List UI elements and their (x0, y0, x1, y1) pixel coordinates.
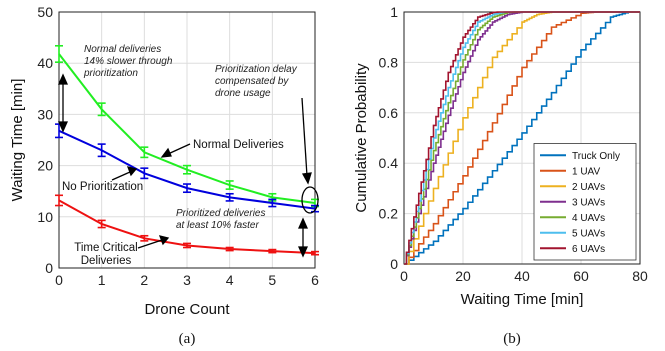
left-xlabel: Drone Count (144, 301, 230, 318)
right-series (404, 11, 640, 265)
left-xtick-label: 6 (311, 272, 319, 288)
cdf-series-line (404, 11, 640, 265)
left-errorbar (183, 164, 191, 175)
legend-label: 5 UAVs (572, 228, 605, 239)
svg-text:Normal deliveries: Normal deliveries (84, 44, 161, 55)
legend-label: Truck Only (572, 151, 620, 162)
svg-text:at least 10% faster: at least 10% faster (176, 220, 259, 231)
left-errorbar (140, 234, 149, 242)
left-errorbar (225, 192, 234, 202)
legend: Truck Only 1 UAV 2 UAVs 3 UAVs 4 UAVs 5 UAVs 6… (533, 143, 637, 261)
legend-label: 2 UAVs (572, 182, 605, 193)
left-ytick-label: 50 (37, 4, 53, 20)
left-errorbar (97, 219, 106, 229)
right-ytick-label: 0.2 (379, 206, 399, 222)
cdf-series-line (404, 11, 640, 265)
left-ytick-label: 20 (37, 158, 53, 174)
left-xtick-label: 1 (98, 272, 106, 288)
right-ylabel: Cumulative Probability (353, 63, 370, 213)
right-xlabel: Waiting Time [min] (461, 291, 584, 308)
svg-text:Prioritization delay: Prioritization delay (215, 64, 298, 75)
right-ytick-label: 0.8 (379, 54, 399, 70)
annotation-critical-label: Time Critical Deliveries (74, 242, 137, 267)
annotation-ellipse (301, 186, 319, 214)
right-xtick-label: 80 (632, 268, 648, 284)
left-ytick-label: 0 (45, 260, 53, 276)
annotation-delay-note: Prioritization delay compensated by dron… (215, 64, 298, 99)
annotation-arrows (57, 73, 312, 258)
right-caption: (b) (503, 331, 521, 347)
svg-text:Prioritized deliveries: Prioritized deliveries (176, 208, 265, 219)
legend-label: 1 UAV (572, 166, 600, 177)
left-xtick-label: 4 (226, 272, 234, 288)
legend-label: 6 UAVs (572, 244, 605, 255)
svg-text:prioritization: prioritization (83, 68, 138, 79)
left-series (55, 44, 319, 256)
right-ytick-label: 0.4 (379, 155, 399, 171)
right-xtick-label: 60 (573, 268, 589, 284)
annotation-faster-note: Prioritized deliveries at least 10% fast… (176, 208, 265, 231)
legend-label: 4 UAVs (572, 213, 605, 224)
legend-label: 3 UAVs (572, 197, 605, 208)
left-errorbar (268, 248, 277, 254)
svg-text:Deliveries: Deliveries (81, 255, 132, 267)
left-ylabel: Waiting Time [min] (9, 79, 26, 202)
svg-text:compensated by: compensated by (215, 76, 289, 87)
right-xtick-label: 40 (514, 268, 530, 284)
left-xtick-label: 3 (183, 272, 191, 288)
left-ytick-label: 10 (37, 209, 53, 225)
cdf-series-line (404, 11, 640, 265)
left-tick-labels: 0 1 2 3 4 5 6 0 10 20 30 40 50 (37, 4, 319, 288)
left-errorbar (140, 167, 149, 180)
left-errorbar (55, 44, 63, 63)
left-errorbar (311, 250, 319, 256)
left-caption: (a) (179, 331, 196, 347)
left-errorbar (225, 180, 234, 190)
left-errorbar (55, 194, 63, 207)
left-errorbar (97, 143, 106, 158)
left-ytick-label: 30 (37, 106, 53, 122)
left-xtick-label: 5 (268, 272, 276, 288)
left-xtick-label: 0 (55, 272, 63, 288)
svg-text:14% slower through: 14% slower through (84, 56, 173, 67)
right-ytick-label: 1 (390, 4, 398, 20)
left-errorbar (225, 246, 234, 252)
left-errorbar (268, 198, 277, 208)
cdf-series-line (404, 11, 640, 265)
right-tick-labels: 0 20 40 60 80 0 0.2 0.4 0.6 0.8 1 (379, 4, 648, 284)
svg-text:drone usage: drone usage (215, 88, 271, 99)
right-xtick-label: 0 (400, 268, 408, 284)
left-xtick-label: 2 (140, 272, 148, 288)
svg-text:Time Critical: Time Critical (74, 242, 137, 254)
left-errorbar (183, 183, 191, 194)
annotation-normal-label: Normal Deliveries (193, 139, 284, 151)
annotation-noprio-label: No Prioritization (62, 181, 143, 193)
right-ytick-label: 0 (390, 256, 398, 272)
left-errorbar (140, 146, 149, 159)
left-errorbar (97, 102, 106, 117)
left-ytick-label: 40 (37, 55, 53, 71)
right-ytick-label: 0.6 (379, 105, 399, 121)
left-errorbar (183, 242, 191, 249)
annotation-normal-note: Normal deliveries 14% slower through pri… (83, 44, 173, 79)
left-plot-area (58, 11, 316, 269)
right-xtick-label: 20 (455, 268, 471, 284)
